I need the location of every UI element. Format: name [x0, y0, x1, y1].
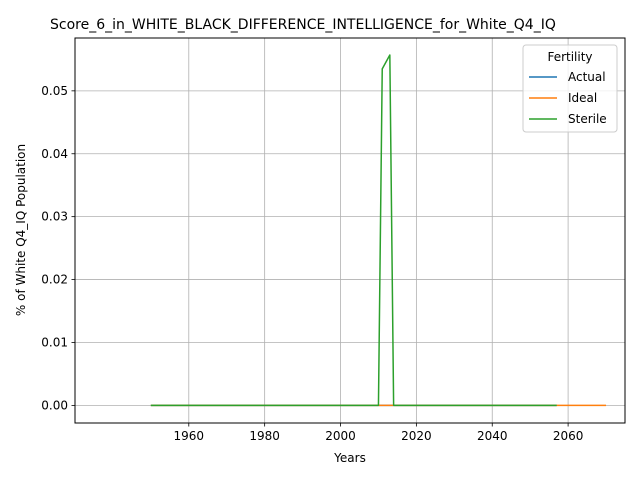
y-tick-label: 0.05	[41, 84, 68, 98]
y-axis-label: % of White Q4_IQ Population	[14, 144, 28, 316]
legend-box	[522, 44, 618, 133]
legend-label-sterile: Sterile	[568, 112, 607, 126]
legend-title: Fertility	[547, 50, 592, 64]
legend-label-actual: Actual	[568, 70, 606, 84]
x-tick-label: 2060	[553, 429, 584, 443]
y-tick-label: 0.04	[41, 147, 68, 161]
y-tick-label: 0.00	[41, 398, 68, 412]
legend-label-ideal: Ideal	[568, 91, 597, 105]
x-tick-label: 1960	[174, 429, 205, 443]
series-lines	[150, 54, 607, 407]
x-tick-label: 2000	[325, 429, 356, 443]
y-tick-label: 0.02	[41, 273, 68, 287]
x-axis-label: Years	[333, 451, 366, 465]
x-tick-label: 2020	[401, 429, 432, 443]
x-tick-label: 2040	[477, 429, 508, 443]
x-axis-ticks: 1960 1980 2000 2020 2040 2060	[174, 423, 584, 443]
grid-lines	[75, 38, 625, 423]
chart-title: Score_6_in_WHITE_BLACK_DIFFERENCE_INTELL…	[50, 17, 556, 33]
x-tick-label: 1980	[249, 429, 280, 443]
legend: Fertility Actual Ideal Sterile	[522, 44, 618, 133]
y-tick-label: 0.01	[41, 335, 68, 349]
legend-items: Actual Ideal Sterile	[529, 70, 607, 126]
plot-frame	[74, 37, 626, 424]
series-line-sterile	[150, 54, 557, 407]
y-axis-ticks: 0.00 0.01 0.02 0.03 0.04 0.05	[41, 84, 75, 412]
y-tick-label: 0.03	[41, 210, 68, 224]
